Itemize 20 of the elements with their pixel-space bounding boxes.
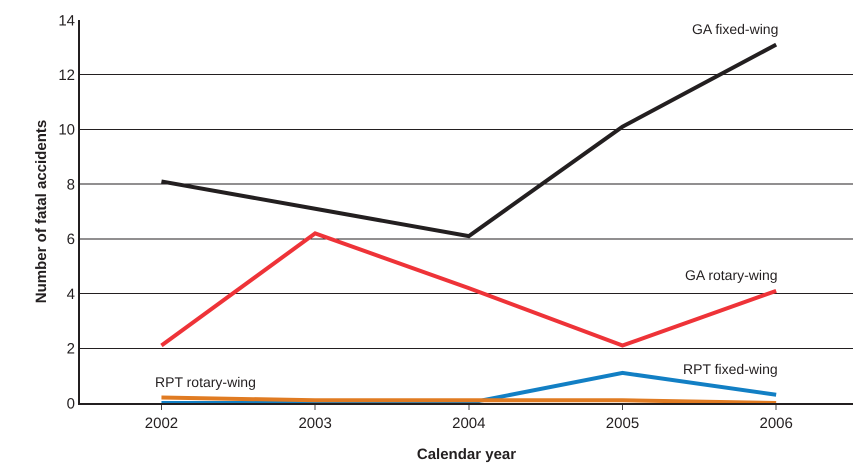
line-series (159, 231, 778, 348)
y-axis-title: Number of fatal accidents (33, 120, 50, 304)
y-tick-label: 0 (66, 395, 75, 412)
x-tick-label: 2004 (452, 415, 486, 432)
y-tick-label: 14 (58, 12, 75, 30)
series-label: RPT rotary-wing (155, 374, 256, 390)
x-tick-label: 2006 (759, 415, 793, 432)
x-axis-title: Calendar year (416, 446, 516, 463)
y-tick-label: 8 (66, 176, 75, 194)
y-tick-label: 10 (58, 122, 75, 139)
y-tick-label: 6 (66, 231, 75, 248)
y-tick-label: 2 (66, 340, 75, 358)
x-tick-label: 2002 (144, 415, 178, 432)
x-tick-label: 2003 (298, 415, 332, 432)
y-tick-label: 4 (66, 286, 75, 303)
series-label: GA rotary-wing (685, 267, 778, 283)
x-tick-label: 2005 (606, 415, 640, 432)
series-label: RPT fixed-wing (683, 361, 778, 377)
y-tick-label: 12 (58, 66, 75, 84)
series-label: GA fixed-wing (692, 21, 778, 37)
